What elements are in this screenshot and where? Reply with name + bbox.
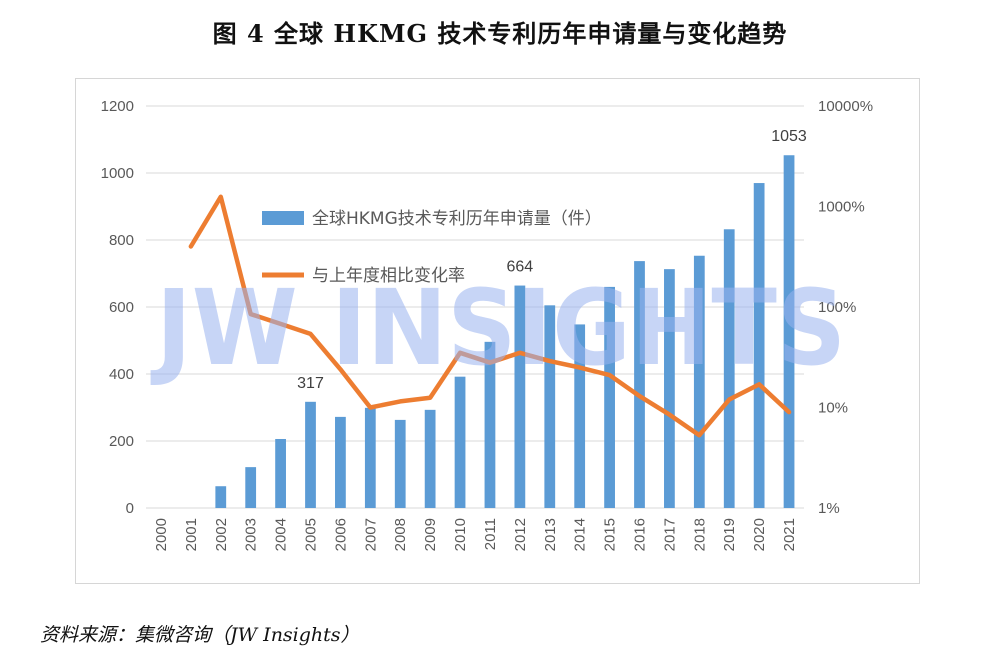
- bar: [753, 183, 765, 509]
- x-tick-label: 2019: [721, 518, 738, 551]
- bar: [514, 285, 526, 508]
- x-tick-label: 2011: [482, 518, 499, 550]
- right-tick-label: 10%: [818, 400, 848, 417]
- legend-line-label: 与上年度相比变化率: [312, 266, 465, 286]
- bar: [424, 409, 436, 508]
- x-tick-label: 2000: [153, 518, 170, 551]
- x-tick-label: 2015: [602, 518, 619, 551]
- x-tick-label: 2021: [781, 518, 798, 551]
- x-tick-label: 2018: [691, 518, 708, 551]
- bar: [454, 376, 466, 508]
- bar: [275, 438, 286, 508]
- bar: [634, 261, 645, 508]
- bar: [723, 229, 735, 508]
- right-tick-label: 1%: [818, 500, 840, 517]
- bar: [783, 155, 795, 508]
- x-tick-label: 2001: [183, 518, 200, 551]
- legend-bar-label: 全球HKMG技术专利历年申请量（件）: [312, 209, 602, 229]
- bar: [544, 305, 556, 508]
- source-note: 资料来源：集微咨询（JW Insights）: [40, 624, 360, 646]
- chart-frame: 0 200 400 600 800 1000 1200 1% 10% 100% 1000% 1000…: [75, 78, 920, 584]
- bar: [335, 416, 346, 508]
- bar-series: [215, 155, 795, 509]
- figure-title: 图 4 全球 HKMG 技术专利历年申请量与变化趋势: [212, 19, 788, 48]
- x-tick-label: 2002: [213, 518, 230, 551]
- line-series: [188, 194, 792, 438]
- x-tick-label: 2006: [332, 518, 349, 551]
- bar: [604, 286, 615, 508]
- x-tick-label: 2016: [632, 518, 649, 551]
- combo-chart: 0 200 400 600 800 1000 1200 1% 10% 100% 1000% 1000…: [101, 98, 873, 551]
- x-tick-label: 2003: [243, 518, 260, 551]
- bar-data-label: 317: [297, 375, 324, 392]
- left-tick-label: 1200: [101, 98, 134, 115]
- bar: [364, 407, 376, 508]
- left-tick-label: 1000: [101, 165, 134, 182]
- bar-data-label: 664: [507, 259, 534, 276]
- bar: [484, 341, 496, 508]
- bar: [574, 324, 586, 508]
- change-rate-line: [188, 194, 792, 438]
- x-tick-label: 2014: [572, 518, 589, 551]
- left-tick-label: 200: [109, 433, 134, 450]
- data-labels: 317 664 1053: [297, 128, 807, 392]
- legend-bar-swatch: [262, 211, 304, 225]
- x-tick-label: 2007: [362, 518, 379, 551]
- x-tick-label: 2008: [392, 518, 409, 551]
- left-axis-ticks: 0 200 400 600 800 1000 1200: [101, 98, 134, 517]
- right-axis-ticks: 1% 10% 100% 1000% 10000%: [818, 98, 873, 517]
- x-tick-label: 2017: [661, 518, 678, 551]
- x-tick-label: 2020: [751, 518, 768, 551]
- watermark: JW INSIGHTS: [150, 267, 846, 389]
- bar: [245, 467, 257, 508]
- bar: [305, 401, 316, 508]
- gridlines: [146, 105, 804, 509]
- bar: [664, 269, 675, 508]
- right-tick-label: 100%: [818, 299, 856, 316]
- bar: [215, 486, 227, 508]
- x-tick-label: 2012: [512, 518, 529, 551]
- legend: 全球HKMG技术专利历年申请量（件） 与上年度相比变化率: [262, 209, 602, 286]
- right-tick-label: 10000%: [818, 98, 873, 115]
- left-tick-label: 600: [109, 299, 134, 316]
- bar: [394, 419, 406, 508]
- x-tick-label: 2004: [273, 518, 290, 551]
- bar-data-label: 1053: [771, 128, 807, 145]
- x-tick-label: 2005: [303, 518, 320, 551]
- left-tick-label: 800: [109, 232, 134, 249]
- bar: [693, 255, 705, 508]
- left-tick-label: 400: [109, 366, 134, 383]
- x-tick-label: 2013: [542, 518, 559, 551]
- x-tick-label: 2010: [452, 518, 469, 551]
- right-tick-label: 1000%: [818, 199, 865, 216]
- x-tick-label: 2009: [422, 518, 439, 551]
- left-tick-label: 0: [126, 500, 134, 517]
- x-axis-ticks: 2000 2001 2002 2003 2004 2005 2006 2007 2008 2009…: [153, 518, 798, 551]
